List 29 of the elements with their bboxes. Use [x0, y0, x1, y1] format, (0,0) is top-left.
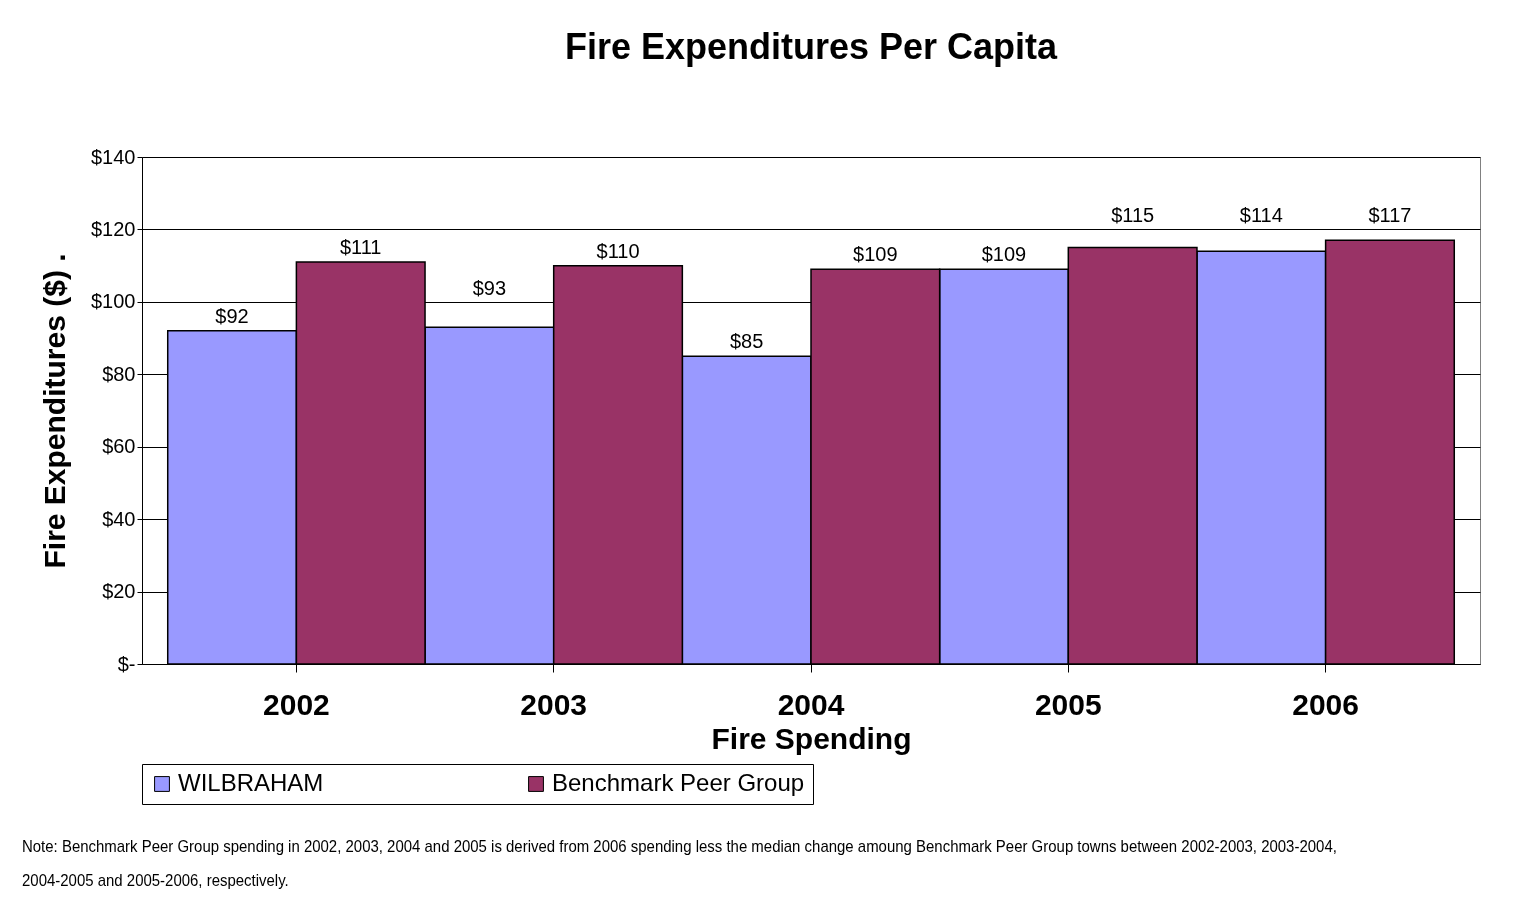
y-tick-label: $140	[91, 145, 136, 168]
y-tick-label: $-	[117, 652, 136, 675]
y-tick-label: $20	[102, 580, 136, 603]
x-tick-label: 2004	[777, 687, 845, 721]
data-label: $114	[1239, 204, 1283, 227]
data-label: $110	[596, 239, 640, 262]
data-label: $92	[215, 304, 249, 327]
y-tick-label: $40	[102, 507, 136, 530]
data-label: $109	[853, 243, 898, 266]
legend-label: WILBRAHAM	[178, 769, 324, 796]
data-label: $85	[729, 330, 764, 353]
chart-title: Fire Expenditures Per Capita	[564, 26, 1059, 67]
x-axis-title: Fire Spending	[711, 721, 912, 755]
x-tick-label: 2006	[1292, 687, 1359, 721]
data-label: $93	[472, 276, 507, 299]
y-tick-label: $60	[102, 435, 136, 458]
y-tick-label: $120	[91, 217, 136, 240]
data-label: $109	[981, 243, 1027, 266]
legend-label: Benchmark Peer Group	[552, 769, 805, 796]
y-tick-label: $80	[102, 362, 136, 385]
data-label: $117	[1368, 204, 1412, 227]
data-label: $111	[339, 236, 382, 259]
text: Note: Benchmark Peer Group spending in 2002, 2003, 2004 and 2005 is derived from 2006 spending less the median change amoung Benchmark Peer Group towns between 2002-2003, 2003-2004, 2004-2005 and 2005-2006, respectively.	[22, 836, 1338, 892]
x-tick-label: 2002	[263, 687, 330, 721]
y-axis-title: Fire Expenditures ($) .	[38, 253, 72, 569]
x-tick-label: 2003	[520, 687, 588, 721]
data-label: $115	[1111, 204, 1155, 227]
x-tick-label: 2005	[1034, 687, 1102, 721]
y-tick-label: $100	[91, 290, 136, 313]
